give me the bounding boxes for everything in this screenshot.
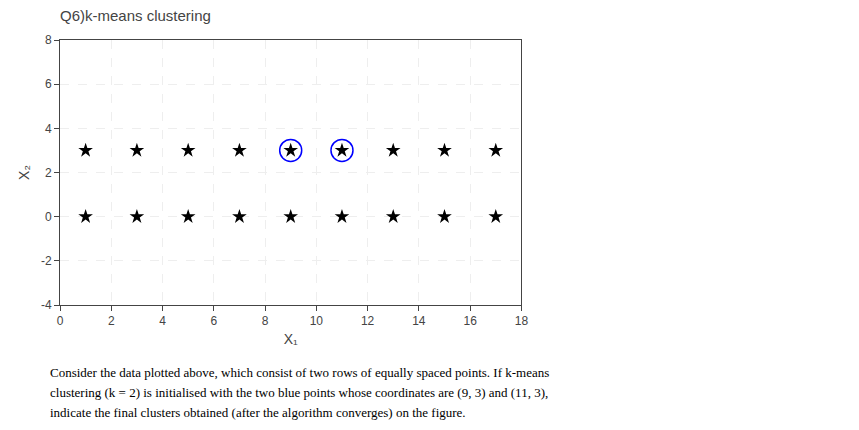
svg-text:0: 0 [57,314,64,328]
svg-text:10: 10 [310,314,324,328]
svg-text:0: 0 [45,210,52,224]
svg-text:X₁: X₁ [284,331,298,347]
svg-text:6: 6 [45,77,52,91]
svg-text:Q6)k-means clustering: Q6)k-means clustering [60,7,211,24]
svg-text:-2: -2 [41,254,52,268]
svg-text:8: 8 [262,314,269,328]
svg-text:4: 4 [159,314,166,328]
svg-text:18: 18 [515,314,529,328]
svg-text:2: 2 [108,314,115,328]
svg-text:indicate the final clusters ob: indicate the final clusters obtained (af… [50,405,466,420]
svg-text:8: 8 [45,33,52,47]
svg-text:2: 2 [45,166,52,180]
svg-text:14: 14 [412,314,426,328]
svg-text:16: 16 [463,314,477,328]
svg-text:-4: -4 [41,298,52,312]
svg-text:X₂: X₂ [16,165,32,180]
svg-text:Consider the data plotted abov: Consider the data plotted above, which c… [50,365,549,380]
svg-text:12: 12 [361,314,375,328]
svg-text:clustering (k = 2) is initiali: clustering (k = 2) is initialised with t… [50,385,548,400]
svg-text:6: 6 [210,314,217,328]
svg-text:4: 4 [45,122,52,136]
